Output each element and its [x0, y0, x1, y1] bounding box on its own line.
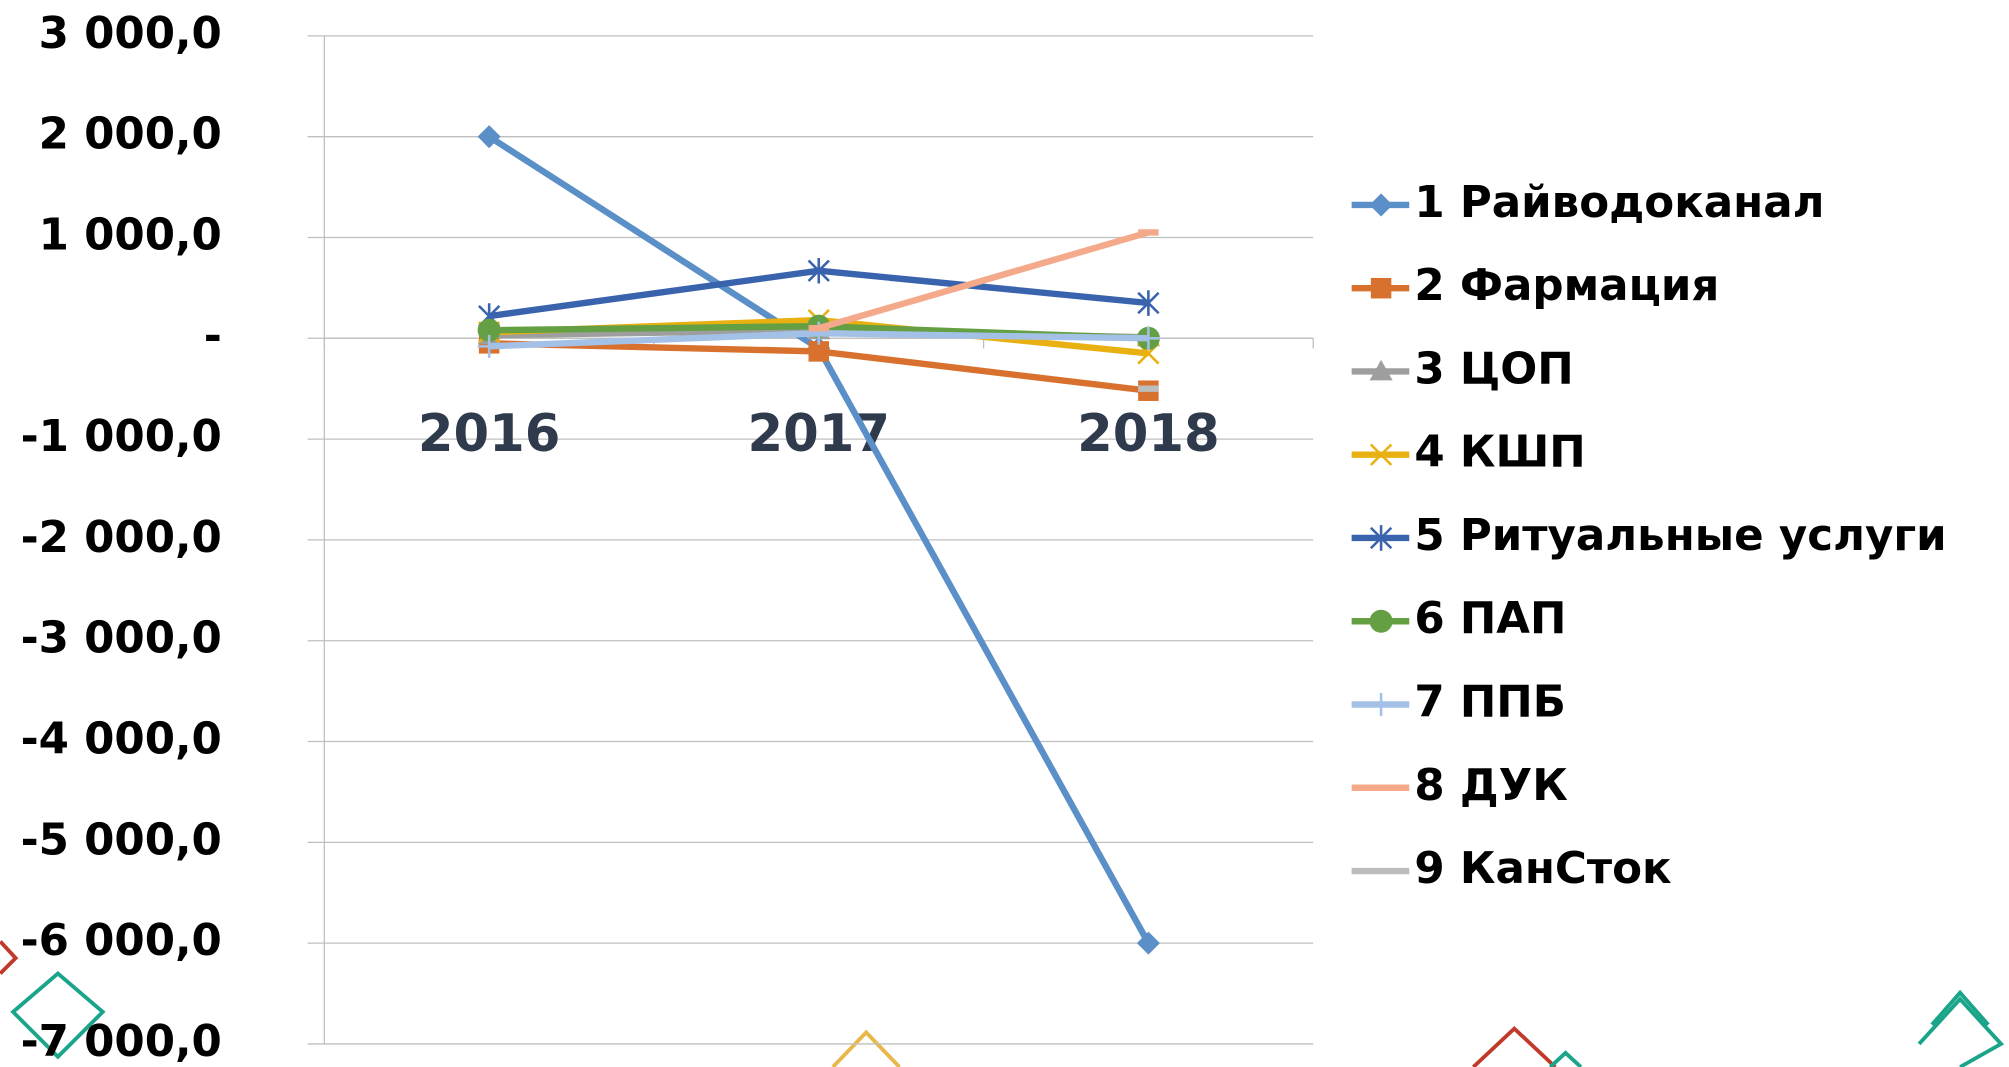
y-tick-label: -5 000,0 [21, 815, 222, 865]
legend-label: 6 ПАП [1414, 594, 1566, 644]
chart: -7 000,0-6 000,0-5 000,0-4 000,0-3 000,0… [0, 0, 2009, 1067]
y-tick-label: -2 000,0 [21, 513, 222, 563]
y-tick-label: -4 000,0 [21, 715, 222, 765]
legend-label: 4 КШП [1414, 428, 1585, 478]
y-tick-label: 1 000,0 [39, 210, 222, 260]
x-tick-label: 2018 [1077, 404, 1220, 464]
marker [1371, 278, 1391, 298]
legend-label: 3 ЦОП [1414, 344, 1573, 394]
y-tick-label: - [204, 311, 222, 361]
legend-label: 7 ППБ [1414, 678, 1566, 728]
y-tick-label: -6 000,0 [21, 916, 222, 966]
y-tick-label: -3 000,0 [21, 614, 222, 664]
y-tick-label: 2 000,0 [39, 110, 222, 160]
marker [1370, 193, 1393, 216]
legend-label: 2 Фармация [1414, 261, 1719, 311]
legend-label: 9 КанСток [1414, 844, 1671, 894]
y-tick-label: 3 000,0 [39, 9, 222, 59]
legend-label: 1 Райводоканал [1414, 178, 1824, 228]
decoration [0, 941, 2001, 1067]
y-tick-label: -7 000,0 [21, 1017, 222, 1067]
legend-label: 8 ДУК [1414, 761, 1567, 811]
series [809, 232, 1159, 328]
marker [1370, 610, 1393, 633]
x-tick-label: 2016 [418, 404, 561, 464]
marker [1370, 693, 1393, 716]
legend-label: 5 Ритуальные услуги [1414, 511, 1946, 561]
y-tick-label: -1 000,0 [21, 412, 222, 462]
series-line [819, 232, 1149, 328]
